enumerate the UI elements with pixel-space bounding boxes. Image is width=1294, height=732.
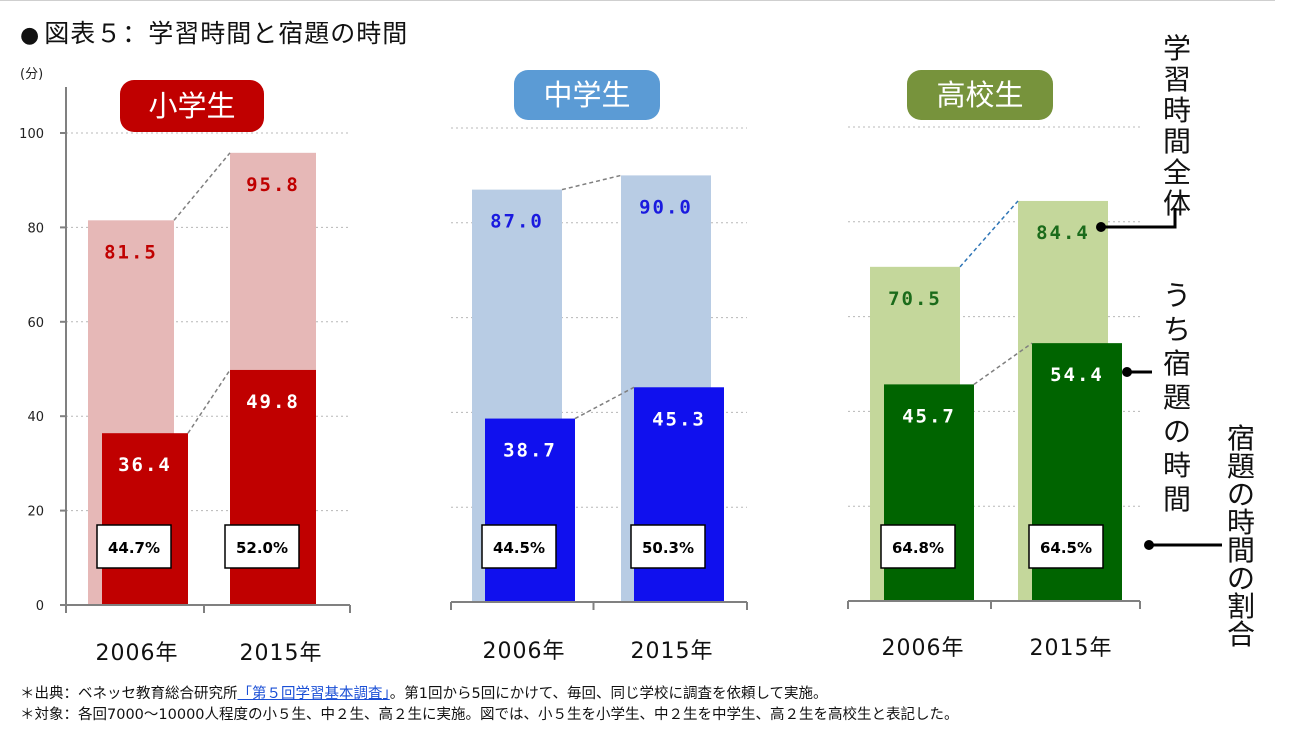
ratio-box [630,524,706,569]
ratio-label: 52.0% [236,539,288,557]
ratio-label: 64.8% [892,539,944,557]
x-category-label: 2006年 [96,641,179,666]
title-bullet: ● [20,23,41,48]
homework-value-label: 49.8 [246,391,300,413]
homework-connector [973,342,1033,385]
homework-bar [485,418,575,602]
x-category-label: 2015年 [631,639,714,664]
total-value-label: 87.0 [490,211,544,233]
y-unit-label: (分) [20,67,43,82]
annotation-homework-ratio: 宿題の時間の割合 [1227,422,1255,651]
group-pill [120,80,264,132]
x-category-label: 2015年 [240,641,323,666]
homework-value-label: 45.3 [652,408,706,430]
homework-bar [102,433,188,605]
y-tick-label: 40 [27,410,44,425]
group-name: 小学生 [148,89,235,123]
total-connector [959,200,1019,268]
annotation-homework-time: うち宿題の時間 [1163,279,1191,516]
ratio-label: 64.5% [1040,539,1092,557]
x-category-label: 2006年 [882,636,965,661]
homework-value-label: 45.7 [902,405,956,427]
ratio-box [481,524,557,569]
total-value-label: 95.8 [246,174,300,196]
total-value-label: 81.5 [104,241,158,263]
y-tick-label: 20 [27,505,44,520]
source-link[interactable]: 「第５回学習基本調査」 [237,686,390,702]
ratio-box [224,524,300,569]
footnotes: ＊出典：ベネッセ教育総合研究所「第５回学習基本調査」。第1回から5回にかけて、毎… [20,684,959,726]
title-text: 図表５：学習時間と宿題の時間 [44,19,409,48]
homework-value-label: 36.4 [118,454,172,476]
ratio-label: 44.5% [493,539,545,557]
annotation-pointer-line [1101,208,1177,229]
annotation-pointer-dot [1144,540,1154,550]
ratio-box [96,524,172,569]
annotation-pointer-dot [1096,222,1106,232]
annotation-pointer-dot [1122,367,1132,377]
x-category-label: 2015年 [1030,636,1113,661]
homework-value-label: 54.4 [1050,364,1104,386]
group-pill [907,70,1053,120]
homework-value-label: 38.7 [503,440,557,462]
ratio-label: 44.7% [108,539,160,557]
y-tick-label: 60 [27,316,44,331]
group-name: 中学生 [543,78,630,112]
source-suffix: 。第1回から5回にかけて、毎回、同じ学校に調査を依頼して実施。 [389,686,828,702]
ratio-label: 50.3% [642,539,694,557]
chart: (分) 0 20 40 60 80 100 81.5 36.4 44.7% 95.8 49.8 52.0… [19,32,1255,666]
group-pill [514,70,660,120]
homework-connector [187,369,231,434]
total-connector [561,174,622,191]
total-value-label: 90.0 [639,196,693,218]
target-note: ＊対象：各回7000～10000人程度の小５生、中２生、高２生に実施。図では、小… [20,707,959,723]
top-rule [0,0,1275,1]
y-tick-label: 0 [36,599,44,614]
ratio-box [880,524,956,569]
total-value-label: 70.5 [888,288,942,310]
total-value-label: 84.4 [1036,222,1090,244]
figure-title: ● 図表５：学習時間と宿題の時間 [20,14,408,50]
y-tick-label: 100 [19,127,44,142]
group-name: 高校生 [936,78,1023,112]
annotation-total-time: 学習時間全体 [1163,32,1191,220]
source-prefix: ＊出典：ベネッセ教育総合研究所 [20,686,238,702]
ratio-box [1028,524,1104,569]
y-tick-label: 80 [27,221,44,236]
x-category-label: 2006年 [483,639,566,664]
total-connector [173,152,231,221]
source-note: ＊出典：ベネッセ教育総合研究所「第５回学習基本調査」。第1回から5回にかけて、毎… [20,684,959,705]
